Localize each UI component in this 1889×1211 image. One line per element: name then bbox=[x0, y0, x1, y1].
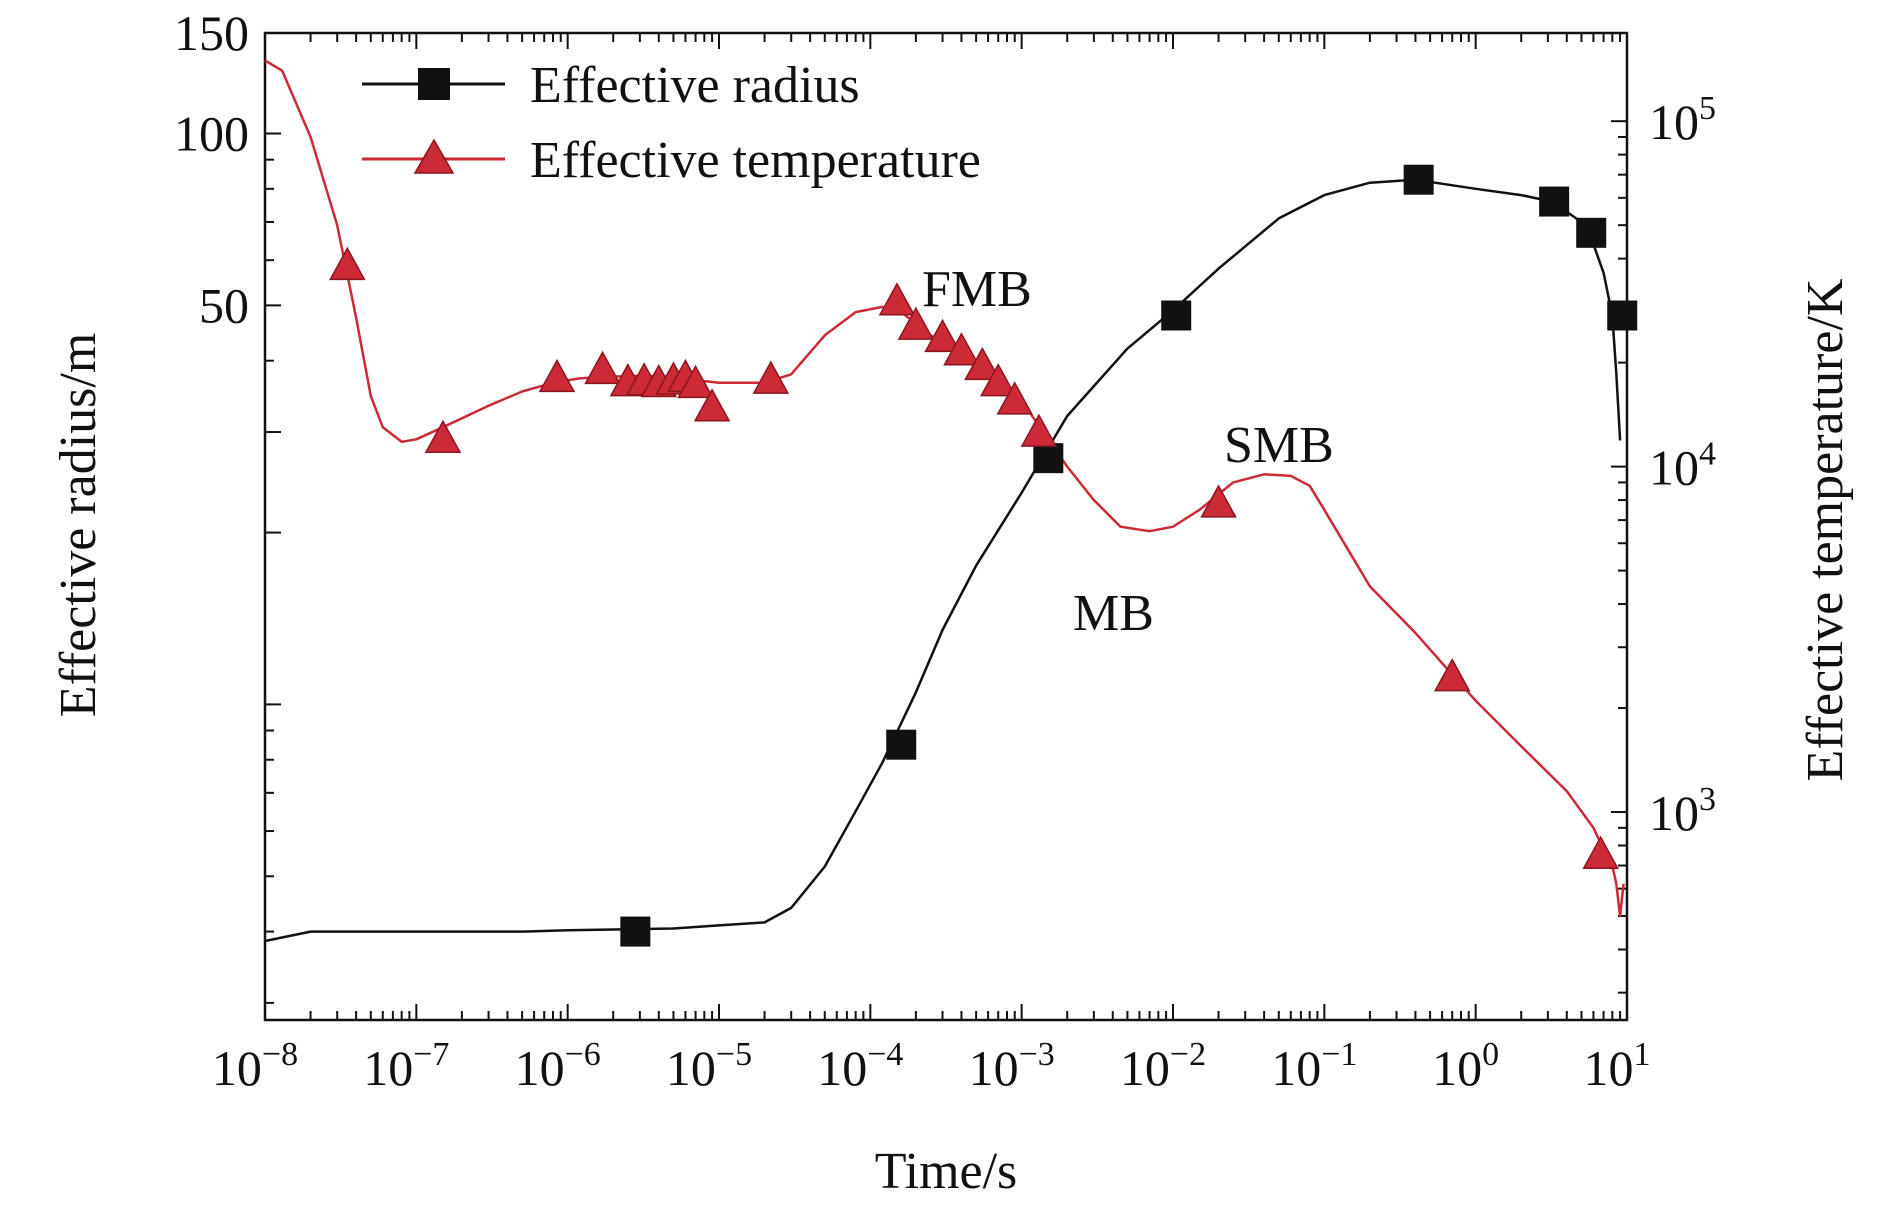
annotation-mb: MB bbox=[1073, 585, 1154, 642]
y-axis-right-title: Effective temperature/K bbox=[1797, 278, 1854, 781]
y-left-tick-label: 150 bbox=[174, 5, 249, 61]
radius-marker bbox=[1607, 300, 1638, 331]
temperature-marker bbox=[1582, 835, 1619, 869]
radius-marker bbox=[1161, 300, 1192, 331]
legend-label-radius: Effective radius bbox=[530, 57, 860, 114]
temperature-marker bbox=[897, 306, 935, 340]
temperature-marker bbox=[677, 364, 714, 399]
radius-marker bbox=[1403, 164, 1434, 195]
x-tick-label: 101 bbox=[1584, 1036, 1651, 1096]
x-axis-title: Time/s bbox=[875, 1143, 1018, 1200]
axis-ticks bbox=[264, 32, 1628, 1020]
x-tick-label: 100 bbox=[1432, 1036, 1499, 1096]
legend-marker-radius bbox=[418, 68, 450, 100]
temperature-marker bbox=[424, 419, 462, 454]
y-right-tick-label: 104 bbox=[1649, 436, 1716, 496]
radius-marker bbox=[1539, 186, 1570, 217]
legend-marker-temperature bbox=[413, 138, 455, 174]
y-right-tick-label: 103 bbox=[1649, 781, 1716, 841]
radius-marker bbox=[1576, 217, 1607, 248]
y-left-tick-label: 100 bbox=[174, 106, 249, 162]
temperature-marker bbox=[878, 282, 916, 316]
x-tick-label: 10−7 bbox=[363, 1036, 449, 1096]
temperature-marker bbox=[1020, 413, 1058, 447]
legend: Effective radius Effective temperature bbox=[362, 57, 981, 189]
x-tick-label: 10−5 bbox=[666, 1036, 752, 1096]
y-axis-left-title: Effective radius/m bbox=[50, 333, 107, 718]
legend-label-temperature: Effective temperature bbox=[530, 132, 981, 189]
annotation-smb: SMB bbox=[1224, 417, 1334, 474]
radius-marker bbox=[620, 916, 651, 947]
temperature-marker bbox=[1433, 658, 1471, 692]
temperature-marker bbox=[996, 381, 1034, 415]
x-tick-label: 10−2 bbox=[1120, 1036, 1206, 1096]
annotation-fmb: FMB bbox=[922, 261, 1032, 318]
temperature-marker bbox=[964, 346, 1001, 381]
temperature-marker bbox=[752, 360, 790, 394]
plot-frame bbox=[263, 31, 1629, 1022]
y-left-tick-label: 50 bbox=[199, 277, 249, 333]
temperature-marker bbox=[943, 332, 980, 366]
series-markers bbox=[329, 164, 1638, 947]
temperature-marker bbox=[329, 246, 366, 281]
temperature-marker bbox=[538, 358, 576, 393]
x-tick-label: 10−4 bbox=[817, 1036, 903, 1096]
temperature-marker bbox=[584, 350, 621, 385]
x-tick-label: 10−6 bbox=[515, 1036, 601, 1096]
temperature-marker bbox=[693, 388, 731, 422]
x-tick-label: 10−1 bbox=[1271, 1036, 1357, 1096]
x-tick-label: 10−3 bbox=[969, 1036, 1055, 1096]
y-right-tick-label: 105 bbox=[1649, 90, 1716, 150]
x-tick-label: 10−8 bbox=[212, 1036, 298, 1096]
temperature-marker bbox=[1200, 484, 1237, 518]
axis-tick-labels: 10−8 10−7 10−6 10−5 10−4 10−3 10−2 10−1 100 101 50… bbox=[174, 5, 1716, 1096]
temperature-marker bbox=[924, 318, 961, 353]
radius-marker bbox=[1033, 443, 1064, 474]
temperature-marker bbox=[979, 363, 1017, 397]
radius-marker bbox=[886, 729, 917, 760]
